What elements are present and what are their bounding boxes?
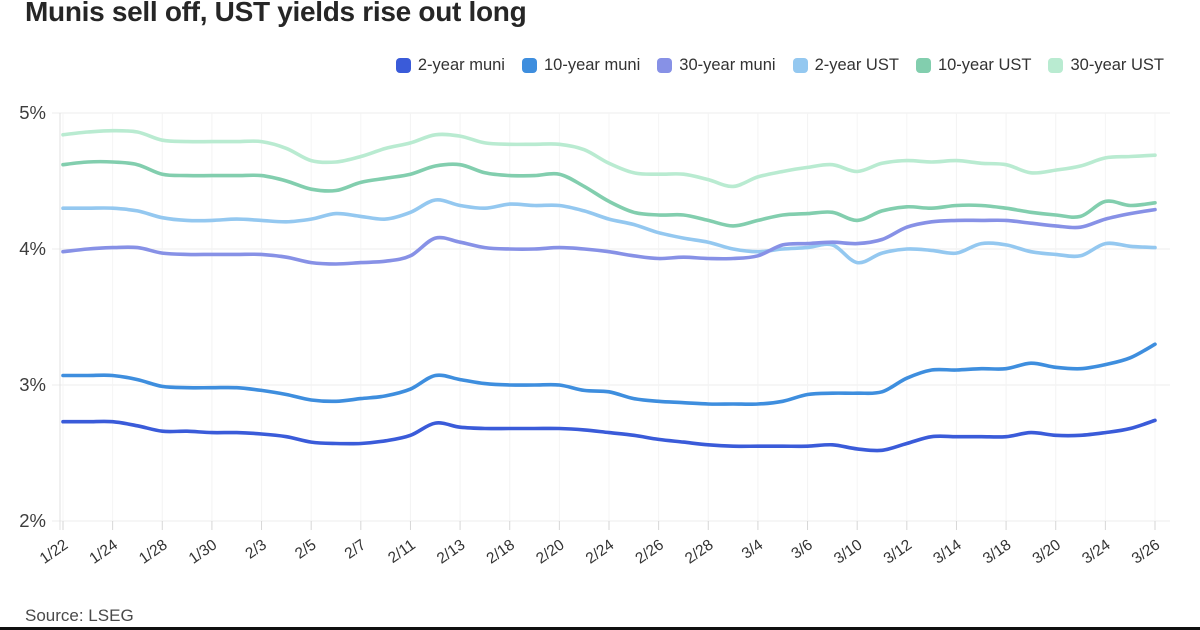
series-line-2-year-muni: [61, 418, 1157, 453]
legend-item-30-year-ust[interactable]: 30-year UST: [1048, 56, 1164, 75]
y-tick-label: 3%: [19, 374, 46, 395]
legend-item-2-year-muni[interactable]: 2-year muni: [395, 56, 505, 75]
x-tick-label: 3/12: [881, 536, 915, 567]
legend: 2-year muni 10-year muni 30-year muni 2-yea…: [395, 56, 1164, 75]
x-tick-label: 3/18: [980, 536, 1014, 567]
x-tick-label: 2/7: [342, 536, 369, 562]
legend-label: 2-year muni: [417, 56, 505, 74]
series-line-10-year-muni: [61, 342, 1157, 407]
x-tick-label: 2/20: [533, 536, 568, 567]
series-line-30-year-ust: [61, 128, 1157, 189]
x-tick-label: 3/6: [788, 536, 815, 562]
legend-label: 2-year UST: [814, 56, 899, 74]
y-tick-label: 5%: [19, 102, 46, 123]
legend-chip: [1048, 58, 1064, 73]
x-tick-label: 3/4: [739, 536, 767, 563]
y-tick-label: 4%: [19, 238, 46, 259]
legend-item-2-year-ust[interactable]: 2-year UST: [792, 56, 899, 75]
x-tick-label: 2/28: [682, 536, 716, 567]
x-tick-label: 2/3: [242, 536, 269, 562]
chart-title: Munis sell off, UST yields rise out long: [25, 0, 527, 27]
line-chart: 5% 4% 3% 2% 1/22 1/24 1/28 1/30 2/3 2/5 2/7 2/11 2/1…: [19, 102, 1170, 568]
legend-item-10-year-ust[interactable]: 10-year UST: [915, 56, 1032, 75]
x-tick-label: 1/30: [186, 536, 221, 567]
legend-label: 30-year muni: [679, 56, 776, 74]
source-note: Source: LSEG: [25, 606, 134, 625]
series-line-30-year-muni: [61, 207, 1157, 266]
x-tick-label: 2/13: [434, 536, 468, 567]
x-tick-label: 3/24: [1079, 536, 1114, 567]
x-tick-label: 1/24: [86, 536, 121, 567]
bottom-bar: [0, 627, 1200, 630]
legend-label: 10-year muni: [543, 56, 641, 74]
x-tick-label: 2/24: [583, 536, 618, 567]
legend-item-10-year-muni[interactable]: 10-year muni: [521, 56, 641, 75]
x-tick-label: 2/5: [292, 536, 319, 562]
series-line-2-year-ust: [61, 198, 1157, 265]
x-tick-label: 3/20: [1030, 536, 1065, 567]
legend-chip: [792, 58, 808, 73]
x-tick-label: 3/14: [930, 536, 965, 567]
x-tick-label: 3/26: [1129, 536, 1163, 567]
legend-chip: [521, 58, 537, 73]
x-tick-label: 2/11: [385, 536, 419, 567]
y-tick-label: 2%: [19, 510, 46, 531]
x-tick-label: 2/26: [632, 536, 666, 567]
x-tick-label: 2/18: [484, 536, 518, 567]
series-line-10-year-ust: [61, 159, 1157, 228]
legend-label: 30-year UST: [1070, 56, 1164, 74]
legend-chip: [657, 58, 673, 73]
x-tick-label: 1/28: [136, 536, 170, 567]
legend-chip: [395, 58, 411, 73]
legend-label: 10-year UST: [937, 56, 1032, 74]
x-tick-label: 1/22: [37, 536, 71, 567]
legend-chip: [915, 58, 931, 73]
legend-item-30-year-muni[interactable]: 30-year muni: [657, 56, 776, 75]
x-tick-label: 3/10: [831, 536, 866, 567]
